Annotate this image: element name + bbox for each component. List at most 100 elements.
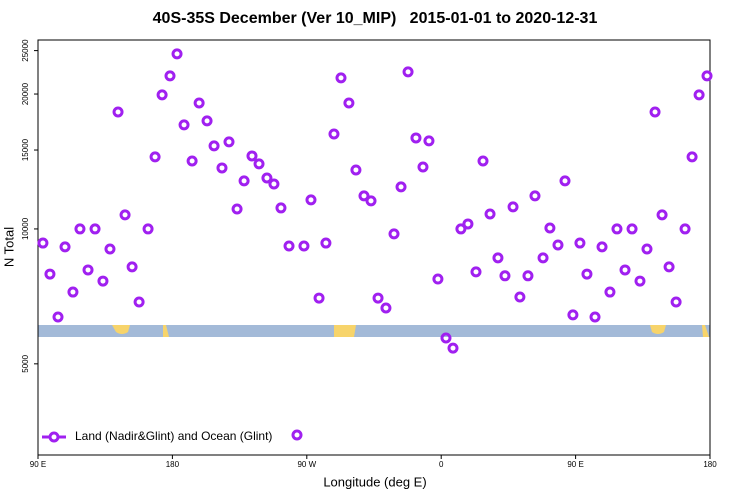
point	[283, 240, 295, 252]
point	[701, 70, 713, 82]
point	[372, 292, 384, 304]
point	[514, 291, 526, 303]
legend-label: Land (Nadir&Glint) and Ocean (Glint)	[75, 429, 272, 443]
legend-extra-marker	[291, 429, 303, 441]
y-tick-label: 20000	[21, 82, 30, 105]
point	[171, 48, 183, 60]
point	[313, 292, 325, 304]
point	[37, 237, 49, 249]
point	[522, 270, 534, 282]
point	[455, 223, 467, 235]
point	[343, 97, 355, 109]
point	[350, 164, 362, 176]
y-tick-label: 10000	[21, 217, 30, 240]
x-tick-label: 90 W	[297, 460, 316, 469]
point	[670, 296, 682, 308]
point	[133, 296, 145, 308]
map-strip	[38, 325, 710, 337]
legend-marker	[48, 431, 60, 443]
point	[268, 178, 280, 190]
point	[462, 218, 474, 230]
point	[417, 161, 429, 173]
point	[208, 140, 220, 152]
chart-title: 40S-35S December (Ver 10_MIP) 2015-01-01…	[153, 10, 598, 27]
point	[423, 135, 435, 147]
point	[634, 275, 646, 287]
point	[492, 252, 504, 264]
point	[261, 172, 273, 184]
y-tick-label: 25000	[21, 39, 30, 62]
point	[552, 239, 564, 251]
point	[164, 70, 176, 82]
point	[193, 97, 205, 109]
point	[186, 155, 198, 167]
point	[611, 223, 623, 235]
point	[178, 119, 190, 131]
point	[581, 268, 593, 280]
point	[328, 128, 340, 140]
point	[82, 264, 94, 276]
point	[223, 136, 235, 148]
x-tick-label: 180	[166, 460, 180, 469]
x-tick-label: 90 E	[567, 460, 583, 469]
point	[44, 268, 56, 280]
point	[649, 106, 661, 118]
point	[484, 208, 496, 220]
point	[626, 223, 638, 235]
y-axis-label: N Total	[1, 227, 16, 267]
point	[253, 158, 265, 170]
point	[410, 132, 422, 144]
point	[119, 209, 131, 221]
point	[320, 237, 332, 249]
point	[305, 194, 317, 206]
point	[544, 222, 556, 234]
point	[388, 228, 400, 240]
point	[126, 261, 138, 273]
point	[149, 151, 161, 163]
point	[298, 240, 310, 252]
point	[89, 223, 101, 235]
point	[499, 270, 511, 282]
point	[619, 264, 631, 276]
point	[440, 332, 452, 344]
point	[567, 309, 579, 321]
point	[559, 175, 571, 187]
point	[216, 162, 228, 174]
y-tick-label: 15000	[21, 138, 30, 161]
point	[380, 302, 392, 314]
point	[402, 66, 414, 78]
point	[275, 202, 287, 214]
point	[97, 275, 109, 287]
x-tick-label: 0	[439, 460, 444, 469]
point	[358, 190, 370, 202]
point	[238, 175, 250, 187]
x-tick-label: 90 E	[30, 460, 46, 469]
plot-frame	[37, 39, 711, 456]
point	[663, 261, 675, 273]
point	[641, 243, 653, 255]
point	[335, 72, 347, 84]
point	[67, 286, 79, 298]
point	[679, 223, 691, 235]
point	[59, 241, 71, 253]
point	[201, 115, 213, 127]
point	[231, 203, 243, 215]
point	[656, 209, 668, 221]
point	[470, 266, 482, 278]
x-tick-label: 180	[703, 460, 717, 469]
point	[596, 241, 608, 253]
y-tick-label: 5000	[21, 354, 30, 372]
point	[686, 151, 698, 163]
point	[395, 181, 407, 193]
point	[507, 201, 519, 213]
point	[589, 311, 601, 323]
point	[246, 150, 258, 162]
point	[447, 342, 459, 354]
point	[142, 223, 154, 235]
point	[693, 89, 705, 101]
point	[52, 311, 64, 323]
point	[156, 89, 168, 101]
x-axis-label: Longitude (deg E)	[323, 474, 426, 489]
point	[529, 190, 541, 202]
